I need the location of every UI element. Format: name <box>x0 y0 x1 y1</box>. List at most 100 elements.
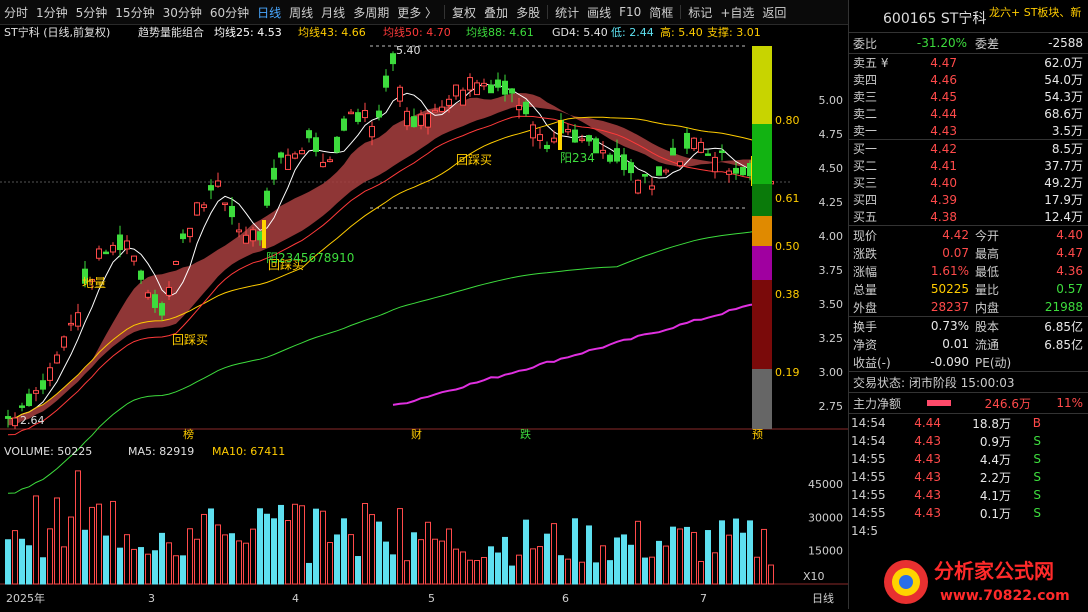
order-price: 4.38 <box>930 209 957 224</box>
candle <box>467 77 473 91</box>
toolbar-item[interactable]: 复权 <box>452 5 477 20</box>
toolbar-item[interactable]: 返回 <box>762 5 787 20</box>
toolbar-item[interactable]: 更多 〉 <box>397 5 438 20</box>
stat-label: 最低 <box>975 264 1000 279</box>
toolbar-item[interactable]: 日线 <box>257 5 282 20</box>
candle <box>670 147 676 156</box>
order-book-row[interactable]: 买二 4.41 37.7万 <box>849 157 1088 174</box>
signal-bar <box>262 220 266 248</box>
order-book-row[interactable]: 卖三 4.45 54.3万 <box>849 88 1088 105</box>
tick-row[interactable]: 14:54 4.44 18.8万 B <box>849 414 1088 432</box>
volume-bar <box>173 555 179 585</box>
tick-row[interactable]: 14:54 4.43 0.9万 S <box>849 432 1088 450</box>
legend-indicator: 趋势量能组合 <box>138 25 204 39</box>
tick-volume: 2.2万 <box>979 470 1011 485</box>
tick-price: 4.43 <box>914 470 941 484</box>
order-book-row[interactable]: 卖五 ¥ 4.47 62.0万 <box>849 54 1088 71</box>
volume-bar <box>495 552 501 585</box>
candle <box>362 110 368 119</box>
toolbar-item[interactable]: 多股 <box>516 5 541 20</box>
candle <box>502 80 508 95</box>
level-bar-label: 0.80 <box>775 114 800 127</box>
stat-label: 换手 <box>853 319 878 334</box>
tick-row[interactable]: 14:5 <box>849 522 1088 540</box>
toolbar-item[interactable]: 周线 <box>289 5 314 20</box>
tick-row[interactable]: 14:55 4.43 4.1万 S <box>849 486 1088 504</box>
order-book-row[interactable]: 卖四 4.46 54.0万 <box>849 71 1088 88</box>
toolbar-item[interactable]: 1分钟 <box>36 5 68 20</box>
order-price: 4.45 <box>930 89 957 104</box>
candle <box>33 390 39 394</box>
tick-row[interactable]: 14:55 4.43 2.2万 S <box>849 468 1088 486</box>
watermark-title: 分析家公式网 <box>934 559 1054 583</box>
toolbar-item[interactable]: 15分钟 <box>115 5 155 20</box>
candle <box>677 161 683 167</box>
candle <box>383 75 389 88</box>
ma-white-line <box>7 83 772 419</box>
tick-price: 4.43 <box>914 488 941 502</box>
stat-row: 净资 0.01 流通 6.85亿 <box>849 335 1088 353</box>
candle <box>124 240 130 250</box>
volume-bar <box>278 504 284 585</box>
order-book-row[interactable]: 买一 4.42 8.5万 <box>849 140 1088 157</box>
volume-bar <box>460 551 466 585</box>
volume-bar <box>432 538 438 585</box>
legend-high: 高: 5.40 <box>660 25 703 39</box>
candle <box>166 286 172 296</box>
level-bar-label: 0.19 <box>775 366 800 379</box>
tick-side: S <box>1033 434 1041 448</box>
order-book-row[interactable]: 卖一 4.43 3.5万 <box>849 122 1088 139</box>
candle <box>600 149 606 154</box>
order-book-row[interactable]: 买三 4.40 49.2万 <box>849 174 1088 191</box>
legend-ma50: 均线50: 4.70 <box>383 25 451 39</box>
volume-bar <box>194 538 200 585</box>
tick-list[interactable]: 14:54 4.44 18.8万 B 14:54 4.43 0.9万 S 14:55 4.43 4.… <box>849 414 1088 540</box>
volume-bar <box>635 520 641 585</box>
toolbar-item[interactable]: 5分钟 <box>75 5 108 20</box>
order-level-label: 卖三 <box>853 90 878 104</box>
toolbar-item[interactable]: 简框 <box>649 5 674 20</box>
order-book-row[interactable]: 买五 4.38 12.4万 <box>849 208 1088 225</box>
huicai-label: 回踩买 <box>268 258 304 272</box>
tick-row[interactable]: 14:55 4.43 4.4万 S <box>849 450 1088 468</box>
level-bar-label: 0.38 <box>775 288 800 301</box>
order-volume: 37.7万 <box>1044 159 1083 173</box>
stat-label: 外盘 <box>853 300 878 315</box>
legend-ma88: 均线88: 4.61 <box>466 25 534 39</box>
volume-bar <box>96 503 102 585</box>
order-level-label: 买一 <box>853 142 878 156</box>
toolbar-item[interactable]: 统计 <box>555 5 580 20</box>
toolbar-item[interactable]: 画线 <box>587 5 612 20</box>
order-book-row[interactable]: 买四 4.39 17.9万 <box>849 191 1088 208</box>
toolbar-item[interactable]: 多周期 <box>353 5 390 20</box>
volume-bar <box>691 531 697 585</box>
volume-bar <box>159 532 165 585</box>
toolbar-item[interactable]: 30分钟 <box>162 5 202 20</box>
toolbar-item[interactable]: 叠加 <box>484 5 509 20</box>
level-bar-segment <box>752 124 772 184</box>
candle <box>439 106 445 112</box>
low-label: 2.64 <box>20 414 45 427</box>
candle <box>257 231 263 241</box>
kline-chart[interactable]: ST宁科 (日线,前复权) 趋势量能组合 均线25: 4.53 均线43: 4.66 均… <box>0 24 848 609</box>
volume-bar <box>145 553 151 585</box>
toolbar-item[interactable]: 标记 <box>688 5 713 20</box>
toolbar-item[interactable]: 60分钟 <box>209 5 250 20</box>
volume-bar <box>677 528 683 585</box>
volume-bar <box>138 547 144 585</box>
toolbar-item[interactable]: 分时 <box>4 5 29 20</box>
order-book-row[interactable]: 卖二 4.44 68.6万 <box>849 105 1088 122</box>
candle <box>341 118 347 131</box>
kline-chart-area[interactable]: ST宁科 (日线,前复权) 趋势量能组合 均线25: 4.53 均线43: 4.66 均… <box>0 24 848 609</box>
order-price: 4.39 <box>930 192 957 207</box>
main-flow-bar <box>927 400 951 406</box>
y-axis-tick-label: 2.75 <box>819 400 844 413</box>
volume-bar <box>768 564 774 585</box>
tick-row[interactable]: 14:55 4.43 0.1万 S <box>849 504 1088 522</box>
candle <box>712 156 718 173</box>
toolbar-item[interactable]: 月线 <box>321 5 346 20</box>
candle <box>145 292 151 298</box>
y-axis-tick-label: 3.25 <box>819 332 844 345</box>
toolbar-item[interactable]: +自选 <box>720 5 755 20</box>
toolbar-item[interactable]: F10 <box>619 5 642 19</box>
